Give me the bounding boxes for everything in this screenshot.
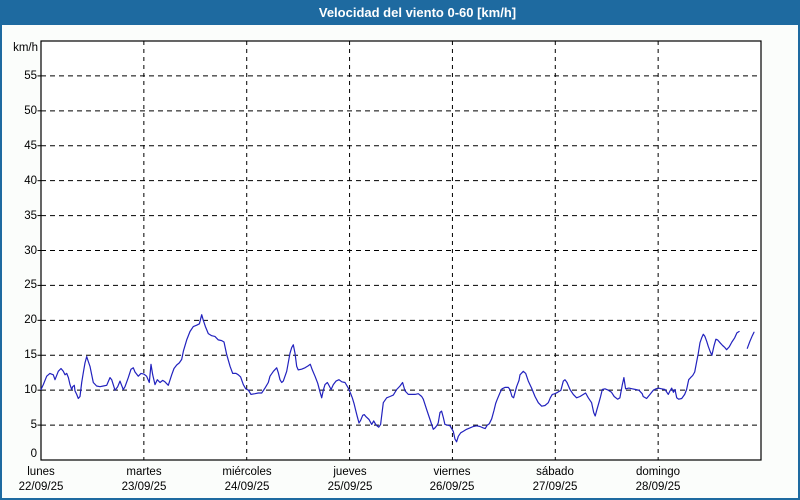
chart-title-bar: Velocidad del viento 0-60 [km/h] xyxy=(0,0,800,25)
wind-speed-series-line xyxy=(746,331,755,349)
plot-border xyxy=(40,40,762,461)
chart-title: Velocidad del viento 0-60 [km/h] xyxy=(318,5,517,20)
wind-speed-series-line xyxy=(40,314,740,443)
